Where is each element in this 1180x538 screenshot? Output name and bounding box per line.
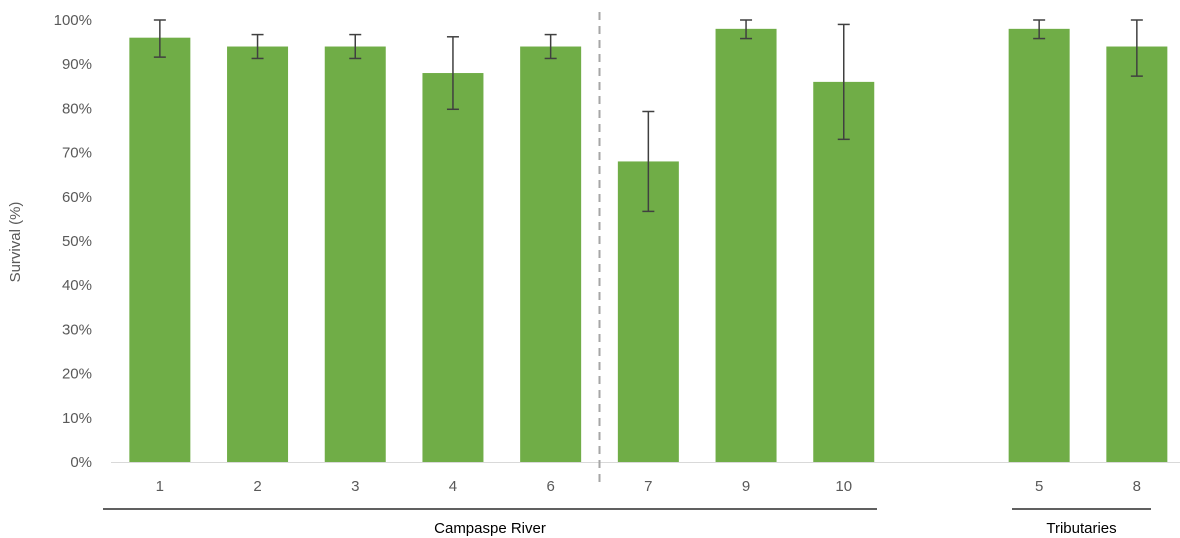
y-tick-label: 70%: [62, 145, 92, 162]
bar: [1106, 46, 1168, 463]
y-tick-label: 30%: [62, 321, 92, 338]
x-tick-label: 4: [449, 478, 457, 495]
y-axis-title: Survival (%): [7, 202, 24, 283]
y-tick-label: 90%: [62, 56, 92, 73]
bar: [520, 46, 582, 463]
x-tick-label: 2: [253, 478, 261, 495]
x-tick-labels: 1 2 3 4 6 7 9 10 5 8: [156, 478, 1141, 495]
y-tick-labels: 0% 10% 20% 30% 40% 50% 60% 70% 80% 90% 100%: [54, 12, 92, 471]
y-tick-label: 0%: [70, 454, 92, 471]
x-tick-label: 9: [742, 478, 750, 495]
bar: [813, 81, 875, 462]
x-tick-label: 7: [644, 478, 652, 495]
y-axis-title-group: Survival (%): [7, 202, 24, 283]
category-groups: Campaspe River Tributaries: [103, 508, 1151, 537]
bar: [422, 73, 484, 462]
y-tick-label: 50%: [62, 233, 92, 250]
y-tick-label: 100%: [54, 12, 92, 29]
x-tick-label: 1: [156, 478, 164, 495]
error-bars: [153, 19, 1143, 213]
bar: [1008, 28, 1070, 463]
y-tick-label: 80%: [62, 100, 92, 117]
y-tick-label: 10%: [62, 410, 92, 427]
group-label: Tributaries: [1046, 520, 1116, 537]
x-tick-label: 5: [1035, 478, 1043, 495]
y-tick-label: 20%: [62, 366, 92, 383]
bar: [715, 28, 777, 463]
x-tick-label: 10: [835, 478, 852, 495]
bars: [129, 28, 1168, 463]
x-tick-label: 3: [351, 478, 359, 495]
bar: [129, 37, 191, 463]
x-tick-label: 8: [1133, 478, 1141, 495]
group-label: Campaspe River: [434, 520, 546, 537]
y-tick-label: 60%: [62, 189, 92, 206]
x-tick-label: 6: [546, 478, 554, 495]
y-tick-label: 40%: [62, 277, 92, 294]
bar: [324, 46, 386, 463]
bar: [227, 46, 289, 463]
